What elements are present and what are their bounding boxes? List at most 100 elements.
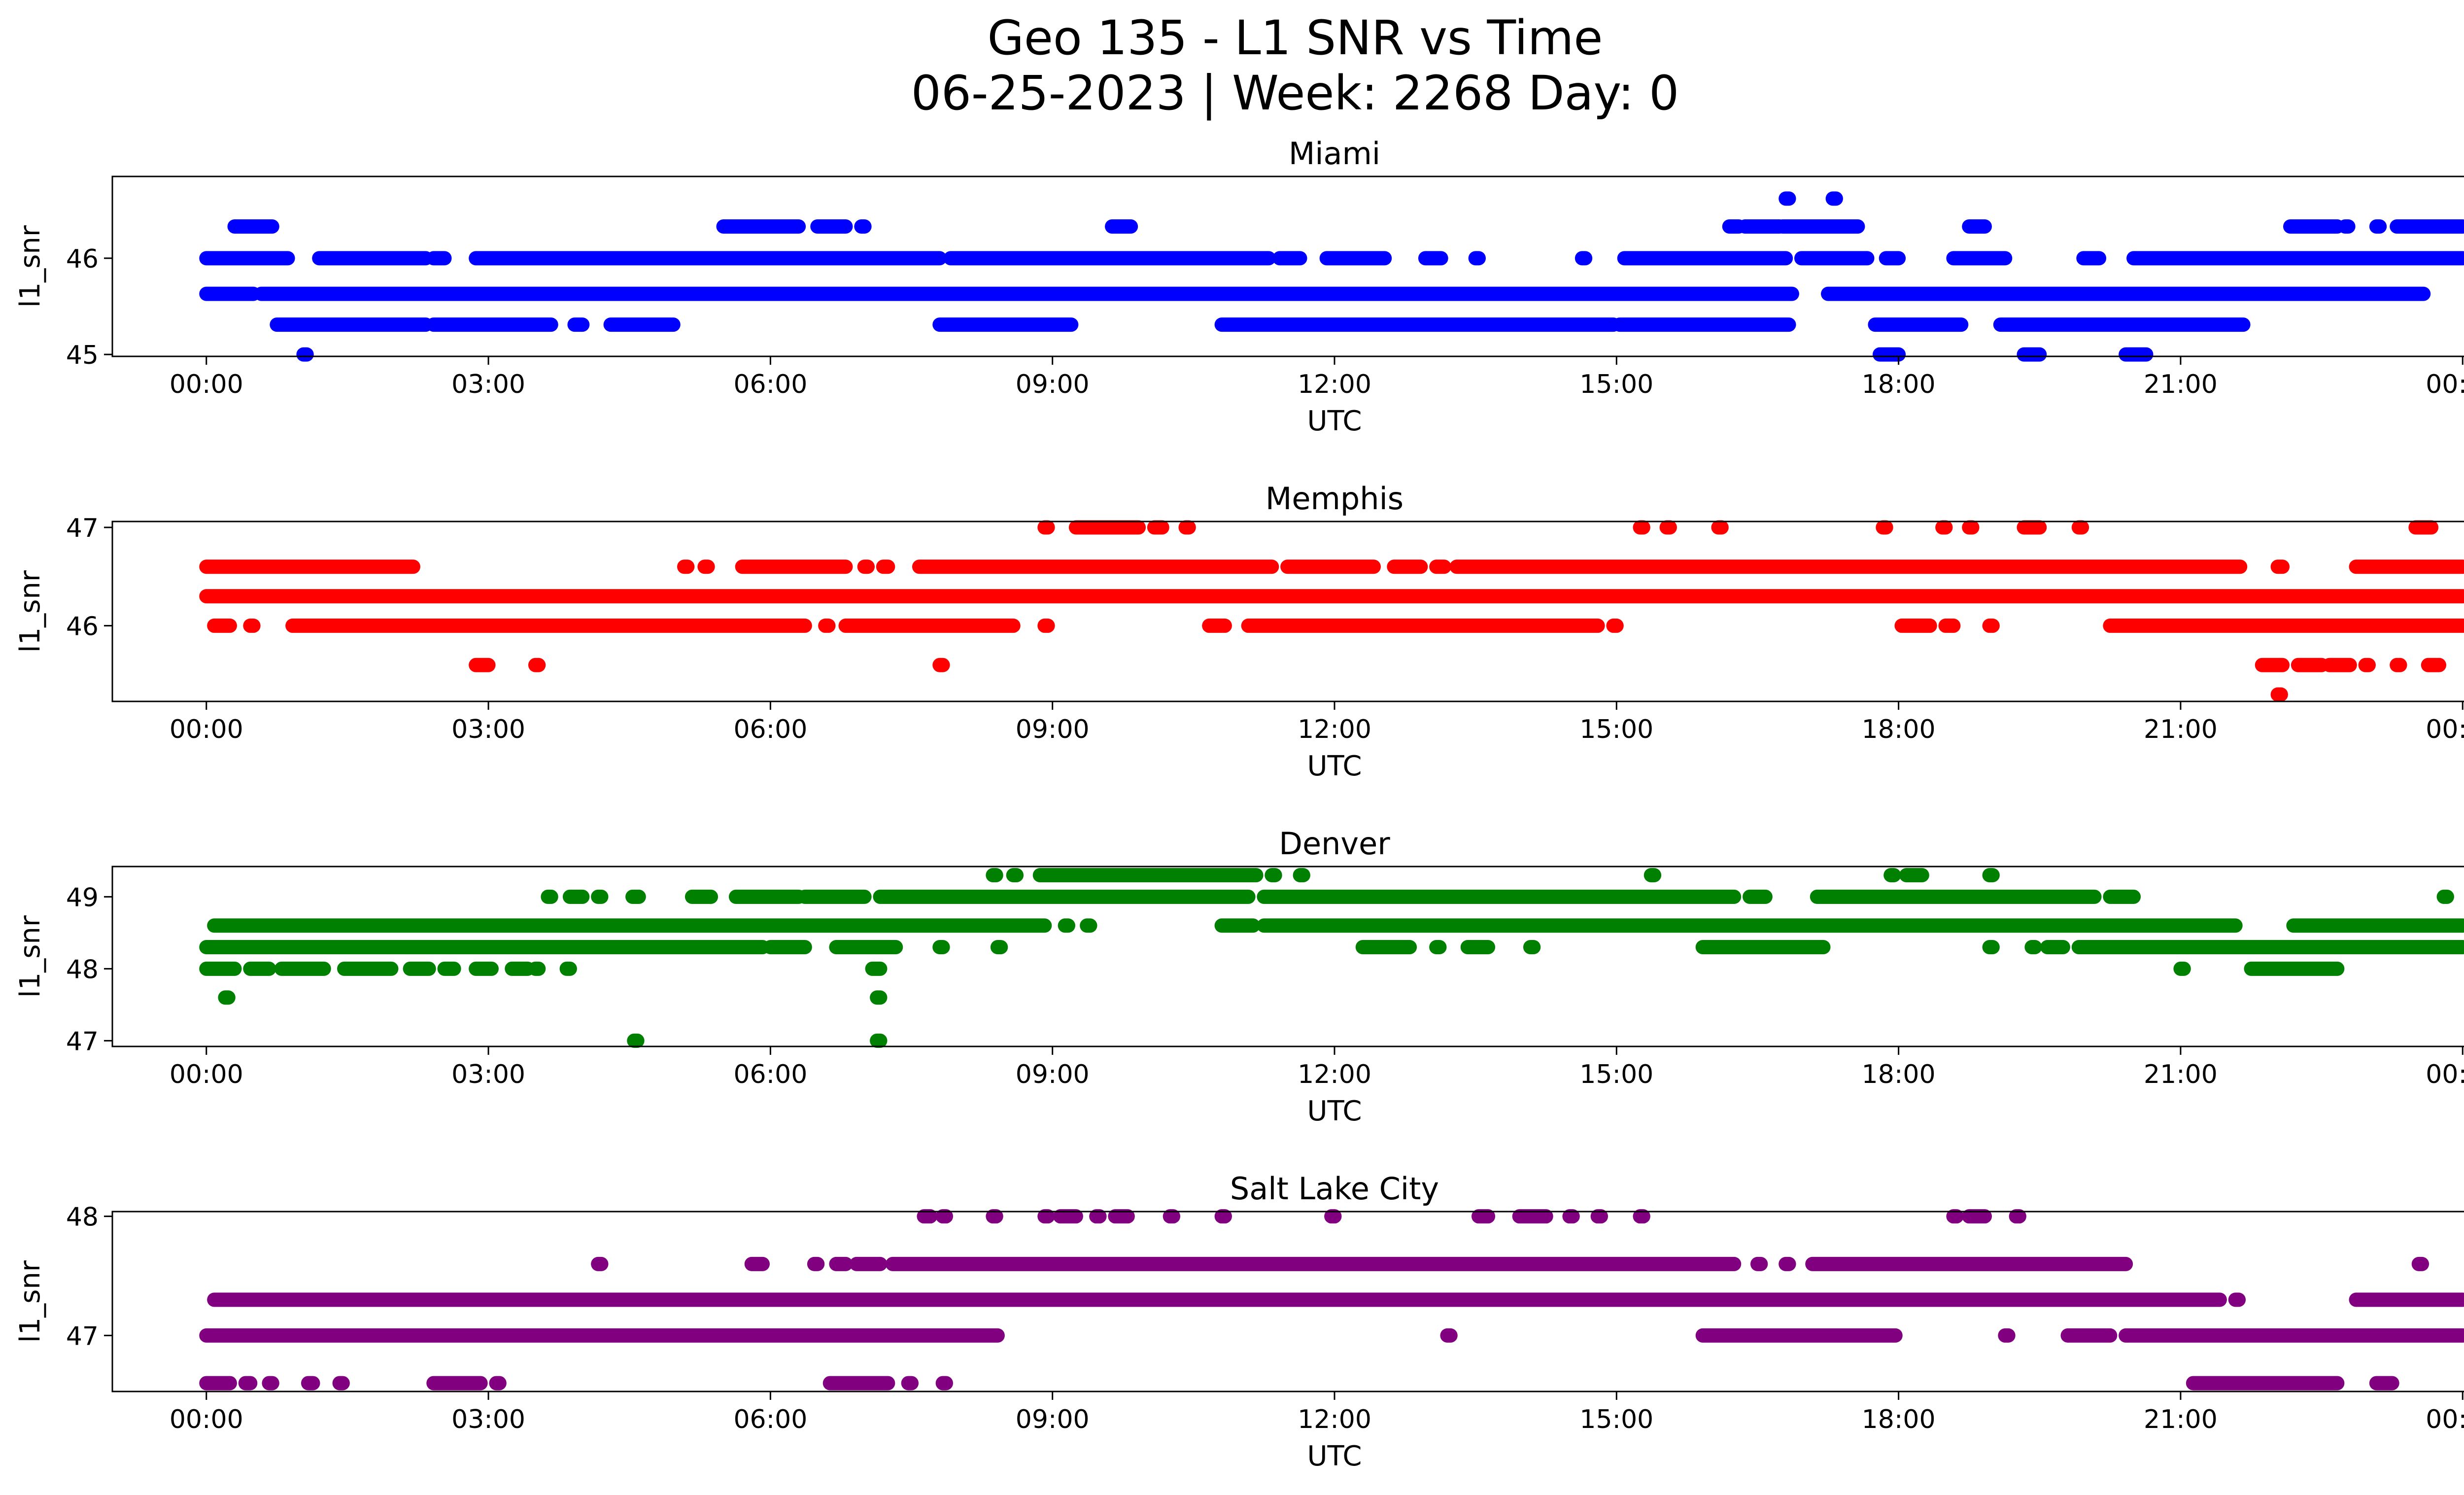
data-point-run — [2017, 520, 2047, 535]
x-tick-label: 18:00 — [1862, 370, 1936, 399]
data-point-run — [2119, 1328, 2464, 1343]
x-tick-label: 09:00 — [1016, 1405, 1090, 1434]
x-tick-label: 18:00 — [1862, 1060, 1936, 1089]
data-point-run — [1293, 868, 1310, 883]
data-point-run — [469, 961, 499, 976]
data-points — [199, 868, 2464, 1048]
x-tick-label: 12:00 — [1298, 370, 1371, 399]
data-point-run — [1810, 889, 2102, 904]
data-point-run — [2349, 559, 2464, 574]
data-point-run — [1982, 618, 2000, 633]
data-point-run — [1998, 1328, 2016, 1343]
data-point-run — [1962, 219, 1992, 234]
data-point-run — [1659, 520, 1677, 535]
data-point-run — [1037, 618, 1055, 633]
x-axis-label: UTC — [1307, 405, 1362, 437]
panel-title: Denver — [1279, 826, 1390, 862]
x-tick-label: 06:00 — [733, 715, 807, 744]
data-point-run — [489, 1376, 507, 1391]
data-point-run — [1617, 251, 1793, 266]
x-tick-label: 06:00 — [733, 1405, 807, 1434]
data-point-run — [1606, 618, 1624, 633]
x-tick-label: 21:00 — [2144, 370, 2218, 399]
data-point-run — [2103, 618, 2464, 633]
data-point-run — [2244, 961, 2345, 976]
data-point-run — [716, 219, 806, 234]
data-point-run — [243, 618, 261, 633]
x-tick-label: 00:00 — [170, 715, 243, 744]
data-point-run — [822, 1376, 895, 1391]
data-point-run — [403, 961, 436, 976]
data-point-run — [199, 589, 2464, 604]
data-point-run — [1899, 868, 1929, 883]
data-point-run — [1868, 317, 1969, 332]
x-tick-label: 12:00 — [1298, 715, 1371, 744]
data-point-run — [870, 1033, 888, 1048]
figure-title-line2: 06-25-2023 | Week: 2268 Day: 0 — [911, 66, 1679, 121]
x-axis-label: UTC — [1307, 750, 1362, 782]
data-point-run — [2071, 520, 2089, 535]
data-point-run — [1894, 618, 1937, 633]
data-point-run — [1241, 618, 1605, 633]
data-point-run — [528, 961, 546, 976]
data-point-run — [763, 940, 812, 955]
data-point-run — [296, 347, 314, 362]
data-point-run — [1982, 868, 2000, 883]
data-point-run — [1053, 1209, 1083, 1224]
data-point-run — [2009, 1209, 2026, 1224]
data-point-run — [1695, 1328, 1903, 1343]
data-point-run — [1590, 1209, 1608, 1224]
data-point-run — [2270, 559, 2290, 574]
data-point-run — [2126, 251, 2464, 266]
data-point-run — [2228, 1292, 2246, 1307]
y-tick-label: 46 — [66, 612, 99, 641]
data-point-run — [1324, 1209, 1342, 1224]
y-axis-label: l1_snr — [14, 915, 46, 998]
data-point-run — [2369, 1376, 2399, 1391]
data-point-run — [2390, 658, 2407, 672]
x-tick-label: 21:00 — [2144, 1405, 2218, 1434]
data-point-run — [2291, 658, 2329, 672]
data-point-run — [1883, 868, 1901, 883]
data-point-run — [1214, 918, 1261, 933]
data-point-run — [829, 1256, 853, 1271]
data-point-run — [873, 889, 1256, 904]
data-point-run — [735, 559, 853, 574]
data-point-run — [1080, 918, 1097, 933]
x-axis-label: UTC — [1307, 1095, 1362, 1127]
panel-title: Miami — [1289, 136, 1380, 172]
data-point-run — [1743, 889, 1773, 904]
data-point-run — [227, 219, 279, 234]
panel-3: Salt Lake City 00:00 03:00 06:00 09:00 12:00 1… — [14, 1171, 2464, 1472]
data-point-run — [1935, 520, 1953, 535]
data-points — [199, 1209, 2464, 1391]
x-tick-label: 09:00 — [1016, 370, 1090, 399]
x-tick-label: 18:00 — [1862, 715, 1936, 744]
data-point-run — [1387, 559, 1428, 574]
data-point-run — [1779, 191, 1796, 206]
data-point-run — [1872, 347, 1906, 362]
x-tick-label: 18:00 — [1862, 1405, 1936, 1434]
data-point-run — [2436, 889, 2454, 904]
data-point-run — [1178, 520, 1196, 535]
x-tick-label: 00:00 — [170, 370, 243, 399]
x-tick-label: 21:00 — [2144, 1060, 2218, 1089]
data-point-run — [218, 990, 236, 1005]
data-point-run — [426, 251, 452, 266]
data-points — [199, 191, 2464, 362]
data-point-run — [1962, 1209, 1992, 1224]
x-tick-label: 00:00 — [170, 1405, 243, 1434]
x-tick-label: 21:00 — [2144, 715, 2218, 744]
data-point-run — [986, 1209, 1003, 1224]
data-point-run — [1468, 251, 1486, 266]
data-point-run — [1440, 1328, 1458, 1343]
data-point-run — [2060, 1328, 2118, 1343]
data-point-run — [1633, 520, 1650, 535]
data-point-run — [207, 1292, 2227, 1307]
data-point-run — [199, 251, 295, 266]
x-tick-label: 15:00 — [1579, 1405, 1653, 1434]
data-point-run — [541, 889, 558, 904]
data-point-run — [818, 618, 836, 633]
data-point-run — [1089, 1209, 1107, 1224]
